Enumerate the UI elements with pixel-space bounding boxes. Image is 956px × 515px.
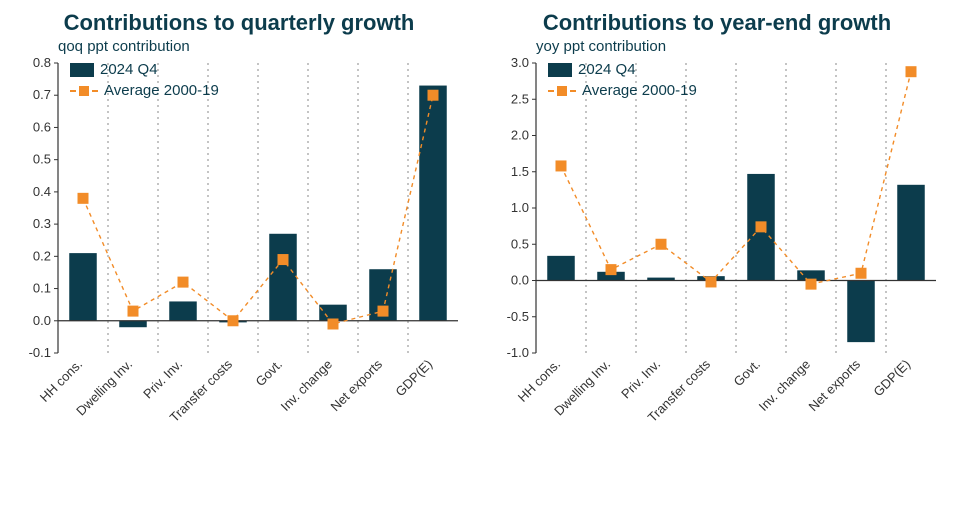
svg-text:0.1: 0.1 (33, 281, 51, 296)
bar (169, 301, 197, 320)
bar (547, 256, 575, 281)
left-title: Contributions to quarterly growth (12, 10, 466, 36)
avg-marker (228, 315, 239, 326)
svg-text:2.5: 2.5 (511, 91, 529, 106)
svg-text:0.5: 0.5 (33, 152, 51, 167)
bar (897, 185, 925, 281)
svg-text:3.0: 3.0 (511, 57, 529, 70)
bar (419, 86, 447, 321)
right-chart-svg: -1.0-0.50.00.51.01.52.02.53.0HH cons.Dwe… (490, 57, 944, 477)
left-panel: Contributions to quarterly growth qoq pp… (12, 10, 466, 477)
bar (319, 305, 347, 321)
x-category-label: Priv. Inv. (618, 357, 663, 402)
left-chart-wrap: 2024 Q4 Average 2000-19 -0.10.00.10.20.3… (12, 57, 466, 477)
svg-text:0.4: 0.4 (33, 184, 51, 199)
avg-marker (278, 254, 289, 265)
avg-marker (328, 319, 339, 330)
x-category-label: Govt. (731, 357, 764, 390)
avg-marker (606, 264, 617, 275)
bar (269, 234, 297, 321)
avg-marker (756, 221, 767, 232)
avg-marker (128, 306, 139, 317)
svg-text:1.0: 1.0 (511, 200, 529, 215)
right-chart-wrap: 2024 Q4 Average 2000-19 -1.0-0.50.00.51.… (490, 57, 944, 477)
x-category-label: Net exports (328, 356, 386, 414)
bar (847, 281, 875, 343)
left-subtitle: qoq ppt contribution (58, 38, 466, 55)
avg-marker (856, 268, 867, 279)
panels: Contributions to quarterly growth qoq pp… (12, 10, 944, 477)
x-category-label: Inv. change (756, 357, 813, 414)
bar (119, 321, 147, 327)
avg-marker (906, 66, 917, 77)
svg-text:-0.5: -0.5 (507, 309, 529, 324)
x-category-label: GDP(E) (870, 357, 913, 400)
x-category-label: Inv. change (278, 357, 335, 414)
x-category-label: Priv. Inv. (140, 357, 185, 402)
svg-text:-0.1: -0.1 (29, 345, 51, 360)
left-chart-svg: -0.10.00.10.20.30.40.50.60.70.8HH cons.D… (12, 57, 466, 477)
avg-marker (556, 160, 567, 171)
svg-text:0.6: 0.6 (33, 119, 51, 134)
x-category-label: Net exports (806, 356, 864, 414)
svg-text:0.3: 0.3 (33, 216, 51, 231)
bar (69, 253, 97, 321)
avg-marker (178, 277, 189, 288)
svg-text:2.0: 2.0 (511, 128, 529, 143)
right-panel: Contributions to year-end growth yoy ppt… (490, 10, 944, 477)
right-subtitle: yoy ppt contribution (536, 38, 944, 55)
x-category-label: Govt. (253, 357, 286, 390)
svg-text:1.5: 1.5 (511, 164, 529, 179)
avg-marker (706, 276, 717, 287)
x-category-label: HH cons. (515, 357, 563, 405)
svg-text:0.5: 0.5 (511, 236, 529, 251)
avg-marker (656, 239, 667, 250)
svg-text:0.2: 0.2 (33, 248, 51, 263)
avg-marker (378, 306, 389, 317)
svg-text:-1.0: -1.0 (507, 345, 529, 360)
x-category-label: GDP(E) (392, 357, 435, 400)
svg-text:0.8: 0.8 (33, 57, 51, 70)
svg-text:0.0: 0.0 (511, 273, 529, 288)
avg-marker (806, 279, 817, 290)
right-title: Contributions to year-end growth (490, 10, 944, 36)
x-category-label: HH cons. (37, 357, 85, 405)
svg-text:0.0: 0.0 (33, 313, 51, 328)
avg-marker (78, 193, 89, 204)
avg-marker (428, 90, 439, 101)
svg-text:0.7: 0.7 (33, 87, 51, 102)
